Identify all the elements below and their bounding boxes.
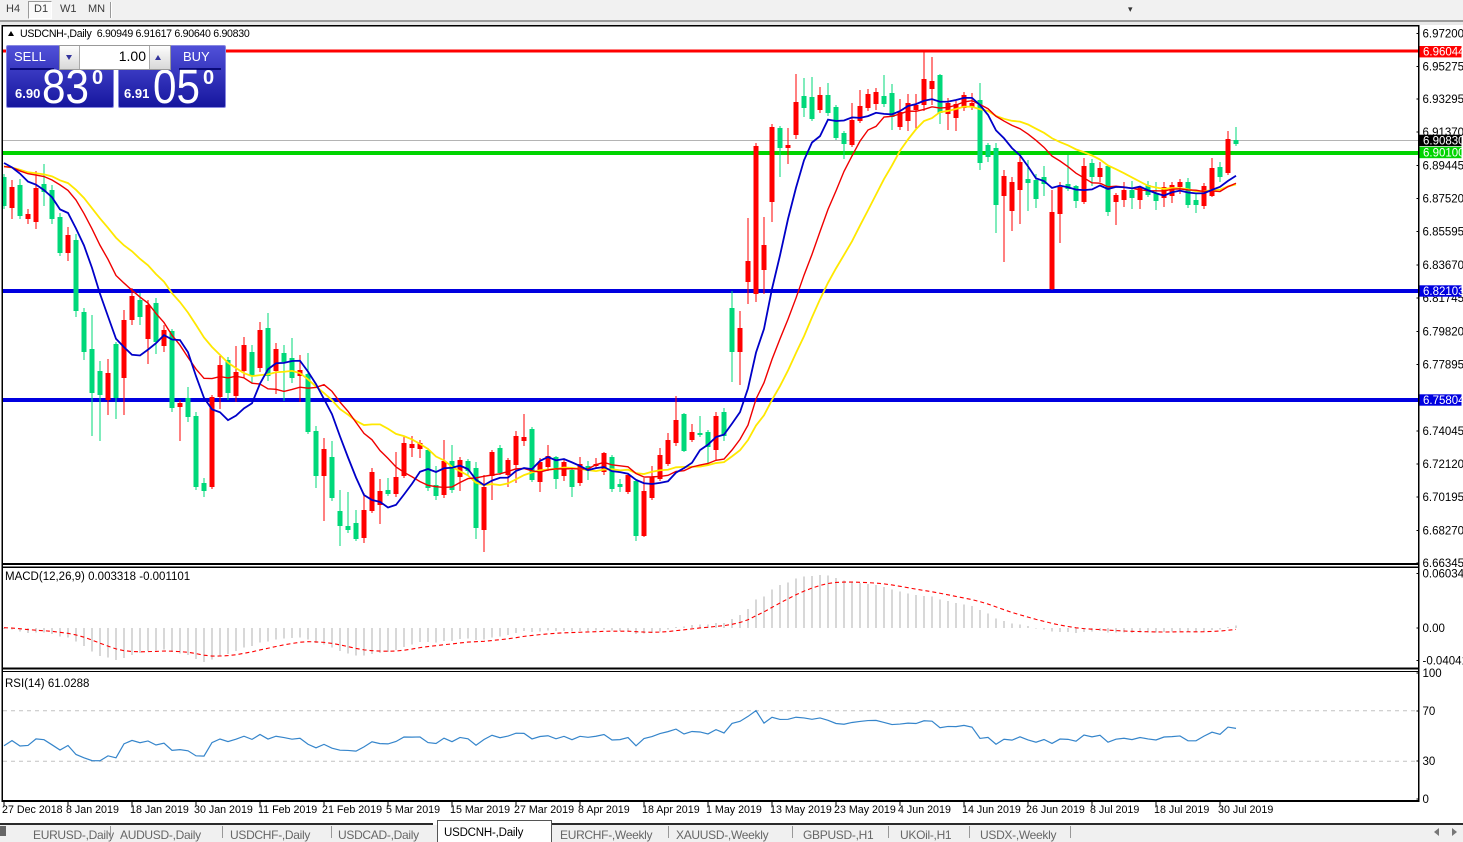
svg-text:11 Feb 2019: 11 Feb 2019	[258, 804, 317, 816]
svg-text:6.82103: 6.82103	[1423, 286, 1463, 298]
svg-text:6.85595: 6.85595	[1423, 227, 1463, 239]
svg-text:27 Mar 2019: 27 Mar 2019	[514, 804, 574, 816]
svg-text:4 Jun 2019: 4 Jun 2019	[898, 804, 951, 816]
svg-text:6.95275: 6.95275	[1423, 61, 1463, 73]
svg-text:6.74045: 6.74045	[1423, 426, 1463, 438]
svg-text:6.90100: 6.90100	[1423, 148, 1463, 160]
svg-text:0: 0	[1423, 794, 1429, 806]
svg-text:0.00: 0.00	[1423, 623, 1445, 635]
svg-text:15 Mar 2019: 15 Mar 2019	[450, 804, 510, 816]
svg-text:6.70195: 6.70195	[1423, 492, 1463, 504]
svg-text:18 Apr 2019: 18 Apr 2019	[642, 804, 700, 816]
svg-text:26 Jun 2019: 26 Jun 2019	[1026, 804, 1085, 816]
svg-text:6.90830: 6.90830	[1423, 135, 1463, 147]
svg-text:6.83670: 6.83670	[1423, 260, 1463, 272]
svg-text:23 May 2019: 23 May 2019	[834, 804, 896, 816]
svg-text:21 Feb 2019: 21 Feb 2019	[322, 804, 382, 816]
svg-text:6.72120: 6.72120	[1423, 459, 1463, 471]
svg-text:30 Jul 2019: 30 Jul 2019	[1218, 804, 1273, 816]
svg-text:8 Jan 2019: 8 Jan 2019	[66, 804, 119, 816]
svg-text:6.93295: 6.93295	[1423, 94, 1463, 106]
svg-text:70: 70	[1423, 706, 1436, 718]
svg-text:6.66345: 6.66345	[1423, 558, 1463, 570]
svg-text:18 Jan 2019: 18 Jan 2019	[130, 804, 189, 816]
svg-text:USDCNH-,Daily 6.90949 6.91617: USDCNH-,Daily 6.90949 6.91617 6.90640 6.…	[20, 28, 250, 40]
svg-text:5 Mar 2019: 5 Mar 2019	[386, 804, 440, 816]
svg-text:6.87520: 6.87520	[1423, 194, 1463, 206]
svg-text:18 Jul 2019: 18 Jul 2019	[1154, 804, 1209, 816]
svg-text:13 May 2019: 13 May 2019	[770, 804, 832, 816]
svg-text:-0.040415: -0.040415	[1423, 656, 1463, 668]
svg-text:MACD(12,26,9) 0.003318 -0.0011: MACD(12,26,9) 0.003318 -0.001101	[5, 571, 190, 583]
svg-text:6.97200: 6.97200	[1423, 29, 1463, 41]
svg-text:RSI(14) 61.0288: RSI(14) 61.0288	[5, 678, 89, 690]
svg-text:30: 30	[1423, 756, 1436, 768]
svg-text:6.89445: 6.89445	[1423, 160, 1463, 172]
svg-text:6.79820: 6.79820	[1423, 326, 1463, 338]
svg-text:8 Apr 2019: 8 Apr 2019	[578, 804, 630, 816]
svg-text:100: 100	[1423, 668, 1442, 680]
svg-text:30 Jan 2019: 30 Jan 2019	[194, 804, 253, 816]
svg-text:6.96044: 6.96044	[1423, 47, 1463, 59]
svg-text:1 May 2019: 1 May 2019	[706, 804, 762, 816]
svg-text:0.060342: 0.060342	[1423, 569, 1463, 581]
svg-text:6.68270: 6.68270	[1423, 525, 1463, 537]
svg-text:8 Jul 2019: 8 Jul 2019	[1090, 804, 1139, 816]
svg-text:6.75804: 6.75804	[1423, 395, 1463, 407]
svg-text:27 Dec 2018: 27 Dec 2018	[2, 804, 63, 816]
svg-text:6.77895: 6.77895	[1423, 360, 1463, 372]
svg-text:14 Jun 2019: 14 Jun 2019	[962, 804, 1021, 816]
